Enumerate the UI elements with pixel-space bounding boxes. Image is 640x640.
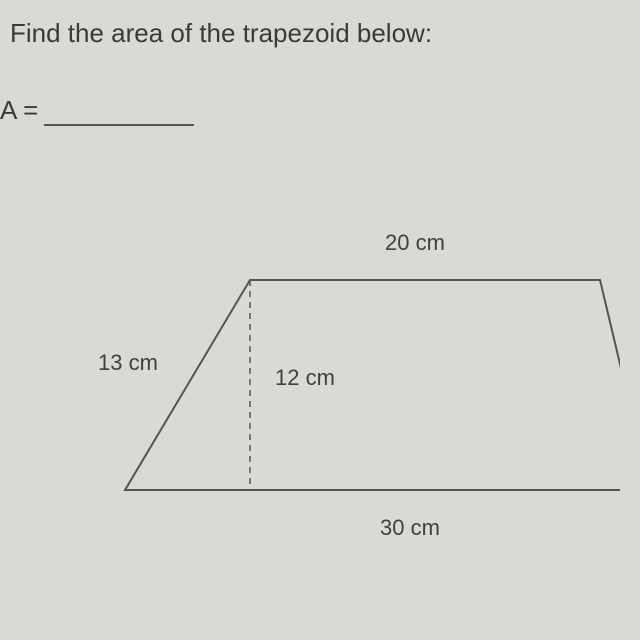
label-bottom: 30 cm — [380, 515, 440, 541]
trapezoid-svg — [80, 210, 620, 590]
label-top: 20 cm — [385, 230, 445, 256]
trapezoid-diagram: 20 cm 13 cm 12 cm 30 cm — [80, 210, 620, 590]
question-text: Find the area of the trapezoid below: — [10, 18, 432, 49]
answer-label: A = — [0, 95, 38, 126]
answer-blank[interactable] — [44, 98, 194, 126]
answer-row: A = — [0, 95, 194, 126]
label-height: 12 cm — [275, 365, 335, 391]
label-left-side: 13 cm — [98, 350, 158, 376]
